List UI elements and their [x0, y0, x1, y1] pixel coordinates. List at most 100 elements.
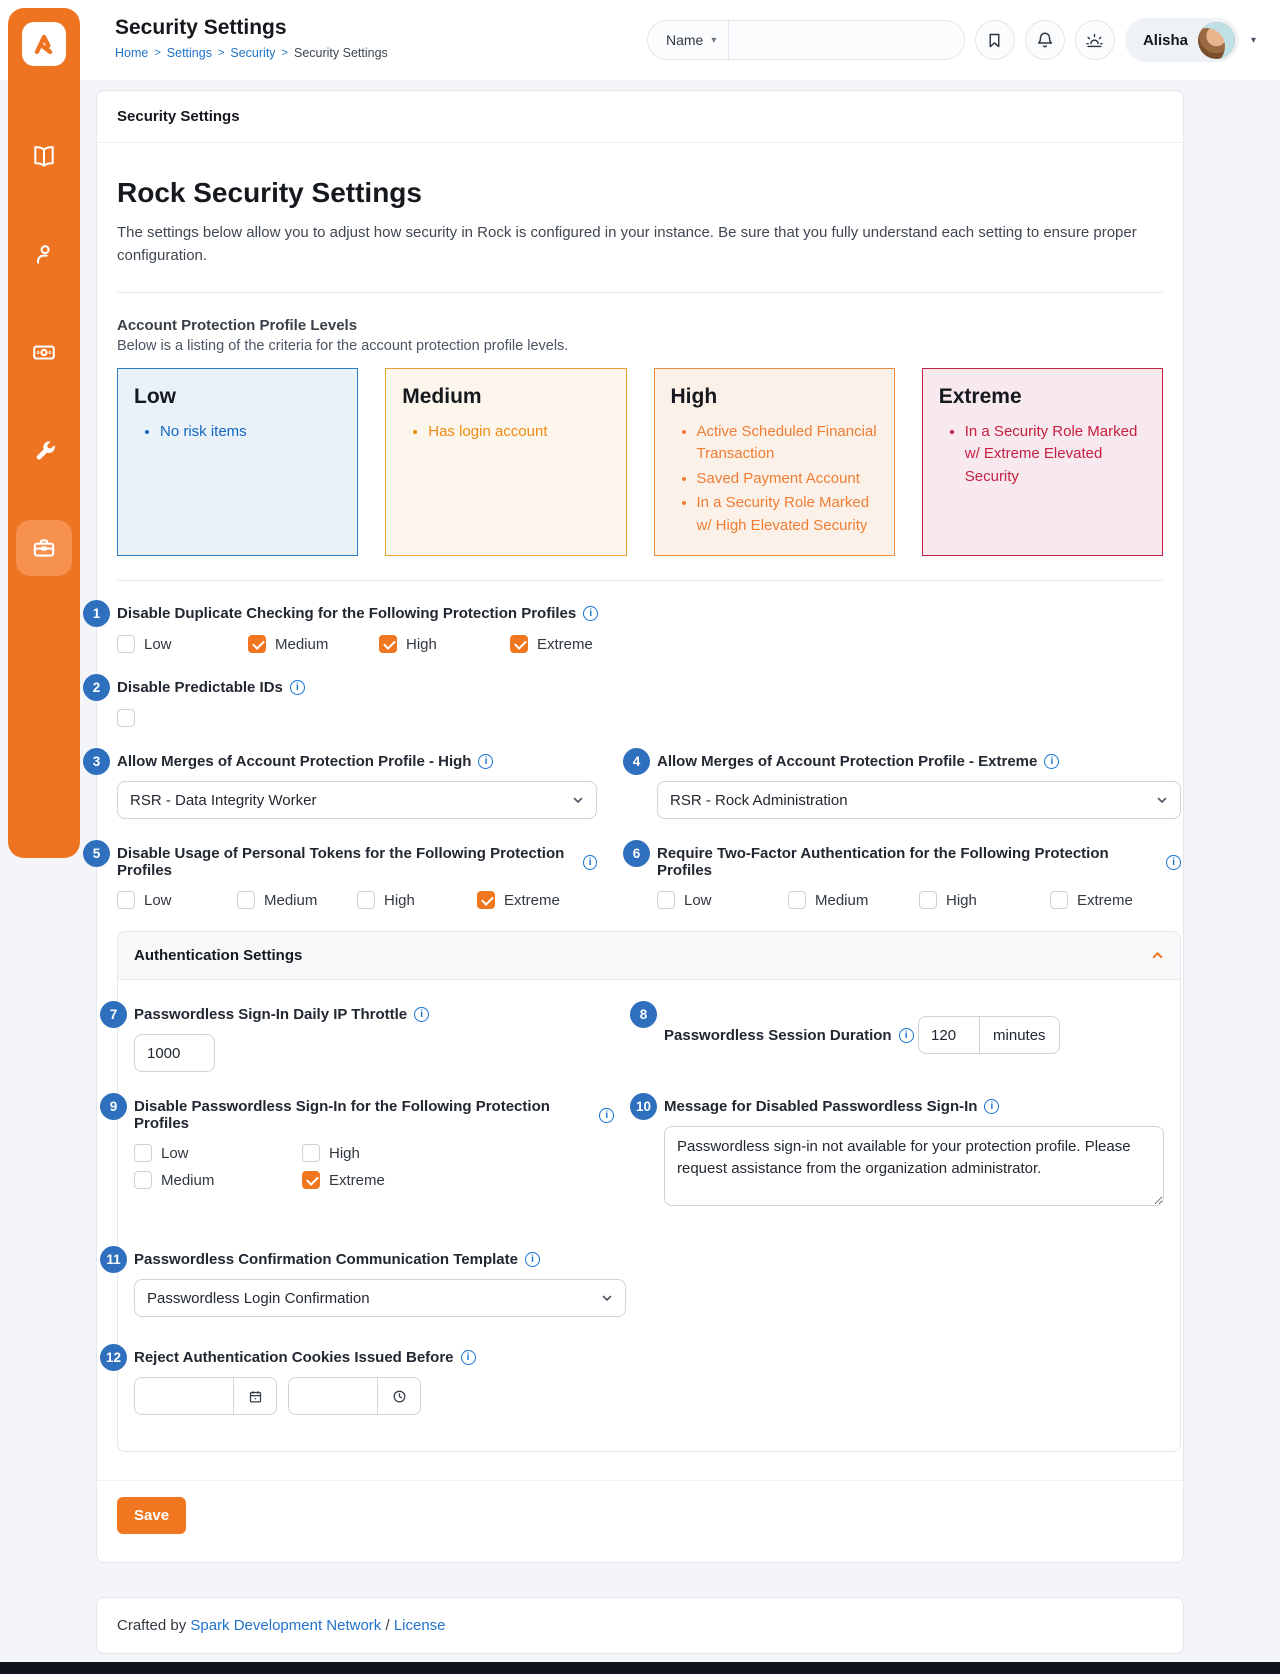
level-card-title: High [670, 384, 718, 408]
sidebar-item-tools[interactable] [16, 422, 72, 478]
checkbox-low[interactable]: Low [657, 891, 788, 909]
avatar [1197, 21, 1235, 59]
divider [117, 291, 1163, 293]
theme-toggle-button[interactable] [1074, 20, 1115, 60]
field-label: Disable Predictable IDs [117, 679, 283, 696]
info-icon[interactable]: i [478, 754, 494, 769]
chevron-down-icon [1157, 797, 1167, 804]
field-label: Allow Merges of Account Protection Profi… [657, 753, 1038, 770]
user-menu-chevron-down-icon[interactable]: ▾ [1250, 34, 1256, 46]
cookie-date-input[interactable] [134, 1377, 234, 1415]
info-icon[interactable]: i [524, 1252, 540, 1267]
checkbox-high[interactable]: High [302, 1144, 433, 1162]
allow-merges-high-select[interactable]: RSR - Data Integrity Worker [117, 781, 597, 819]
bookmark-button[interactable] [974, 20, 1015, 60]
clock-button[interactable] [378, 1377, 421, 1415]
global-search-input[interactable] [729, 21, 964, 59]
checkbox-group: Low Medium High Extreme [657, 891, 1181, 909]
info-icon[interactable]: i [460, 1350, 476, 1365]
checkbox-high[interactable]: High [357, 891, 477, 909]
checkbox-box[interactable] [510, 635, 528, 653]
checkbox-box[interactable] [237, 891, 255, 909]
info-icon[interactable]: i [984, 1099, 1000, 1114]
checkbox-box[interactable] [788, 891, 806, 909]
breadcrumb-settings[interactable]: Settings [166, 46, 212, 60]
authentication-settings-body: 7 Passwordless Sign-In Daily IP Throttle… [100, 980, 1180, 1451]
ip-throttle-input[interactable] [134, 1034, 215, 1072]
notifications-button[interactable] [1024, 20, 1065, 60]
user-menu[interactable]: Alisha [1124, 18, 1239, 62]
levels-subheading: Below is a listing of the criteria for t… [117, 337, 569, 354]
info-icon[interactable]: i [898, 1027, 914, 1043]
info-icon[interactable]: i [583, 854, 597, 870]
confirmation-template-select[interactable]: Passwordless Login Confirmation [134, 1279, 626, 1317]
info-icon[interactable]: i [1166, 854, 1181, 870]
footer-crafted-by: Crafted by [117, 1617, 187, 1634]
checkbox-box[interactable] [1050, 891, 1068, 909]
calendar-button[interactable] [234, 1377, 277, 1415]
sidebar-item-finance[interactable] [16, 324, 72, 380]
checkbox-box[interactable] [379, 635, 397, 653]
checkbox-box[interactable] [357, 891, 375, 909]
breadcrumb-home[interactable]: Home [115, 46, 149, 60]
checkbox-extreme[interactable]: Extreme [1050, 891, 1181, 909]
checkbox-medium[interactable]: Medium [788, 891, 919, 909]
field-allow-merges-extreme: 4 Allow Merges of Account Protection Pro… [623, 748, 1181, 819]
step-badge: 8 [630, 1001, 657, 1028]
checkbox-box[interactable] [117, 635, 135, 653]
checkbox-low[interactable]: Low [117, 635, 248, 653]
info-icon[interactable]: i [1044, 754, 1060, 769]
checkbox-extreme[interactable]: Extreme [302, 1171, 433, 1189]
search-scope-dropdown[interactable]: Name ▾ [648, 21, 730, 59]
checkbox-box[interactable] [248, 635, 266, 653]
disabled-passwordless-message-textarea[interactable]: Passwordless sign-in not available for y… [664, 1126, 1164, 1206]
authentication-settings-header[interactable]: Authentication Settings [118, 932, 1180, 980]
license-link[interactable]: License [393, 1617, 446, 1634]
intro-text: The settings below allow you to adjust h… [117, 224, 1137, 265]
session-duration-input[interactable] [918, 1016, 981, 1054]
level-card-low: Low No risk items [117, 367, 359, 556]
checkbox-medium[interactable]: Medium [134, 1171, 265, 1189]
allow-merges-extreme-select[interactable]: RSR - Rock Administration [657, 781, 1181, 819]
checkbox-high[interactable]: High [919, 891, 1050, 909]
breadcrumb-separator: > [154, 47, 161, 59]
rock-logo[interactable] [22, 22, 66, 66]
breadcrumb-security[interactable]: Security [230, 46, 276, 60]
selected-value: RSR - Rock Administration [670, 791, 848, 809]
checkbox-box[interactable] [477, 891, 495, 909]
checkbox-box[interactable] [134, 1144, 152, 1162]
sidebar-item-admin[interactable] [16, 520, 72, 576]
field-require-two-factor: 6 Require Two-Factor Authentication for … [623, 840, 1181, 909]
checkbox-extreme[interactable]: Extreme [477, 891, 597, 909]
cookie-time-input[interactable] [288, 1377, 378, 1415]
checkbox-box[interactable] [134, 1171, 152, 1189]
save-button[interactable]: Save [117, 1497, 187, 1534]
checkbox-group: Low Medium High Extreme [117, 635, 1181, 653]
checkbox-box[interactable] [302, 1144, 320, 1162]
level-card-item: Saved Payment Account [697, 468, 878, 491]
checkbox-box[interactable] [117, 709, 135, 727]
checkbox-extreme[interactable]: Extreme [510, 635, 641, 653]
step-badge: 9 [100, 1093, 127, 1120]
info-icon[interactable]: i [414, 1007, 430, 1022]
info-icon[interactable]: i [599, 1107, 614, 1123]
chevron-up-icon[interactable] [1151, 949, 1164, 962]
checkbox-low[interactable]: Low [117, 891, 237, 909]
checkbox-medium[interactable]: Medium [248, 635, 379, 653]
checkbox-medium[interactable]: Medium [237, 891, 357, 909]
page-footer: Crafted by Spark Development Network / L… [96, 1597, 1184, 1654]
info-icon[interactable]: i [583, 606, 599, 621]
checkbox-low[interactable]: Low [134, 1144, 265, 1162]
sidebar-nav [8, 128, 80, 576]
checkbox-high[interactable]: High [379, 635, 510, 653]
checkbox-box[interactable] [919, 891, 937, 909]
spark-development-network-link[interactable]: Spark Development Network [190, 1617, 382, 1634]
checkbox-box[interactable] [302, 1171, 320, 1189]
checkbox-box[interactable] [657, 891, 675, 909]
sidebar-item-library[interactable] [16, 128, 72, 184]
info-icon[interactable]: i [289, 680, 305, 695]
sidebar-item-people[interactable] [16, 226, 72, 282]
checkbox-box[interactable] [117, 891, 135, 909]
checkbox-disable-predictable-ids[interactable] [117, 709, 248, 727]
step-badge: 1 [83, 600, 110, 627]
